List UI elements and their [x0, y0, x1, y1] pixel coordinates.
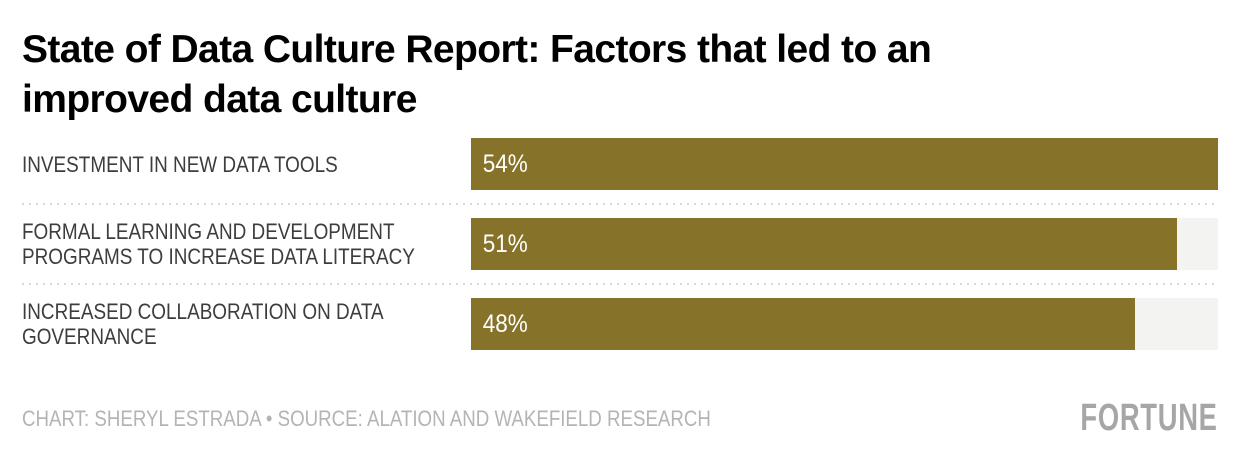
bar-fill: 54% — [471, 138, 1218, 190]
bar-chart: INVESTMENT IN NEW DATA TOOLS 54% FORMAL … — [22, 125, 1218, 363]
page-title: State of Data Culture Report: Factors th… — [22, 28, 932, 121]
chart-row: INCREASED COLLABORATION ON DATA GOVERNAN… — [22, 285, 1218, 363]
row-label: INCREASED COLLABORATION ON DATA GOVERNAN… — [22, 299, 384, 349]
bar-track: 51% — [471, 218, 1218, 270]
bar-track: 54% — [471, 138, 1218, 190]
row-divider — [22, 203, 1218, 205]
bar-fill: 48% — [471, 298, 1135, 350]
bar-value-label: 48% — [482, 309, 528, 338]
footer: CHART: SHERYL ESTRADA • SOURCE: ALATION … — [22, 397, 1218, 440]
row-label: INVESTMENT IN NEW DATA TOOLS — [22, 151, 338, 177]
chart-row: FORMAL LEARNING AND DEVELOPMENT PROGRAMS… — [22, 205, 1218, 283]
fortune-logo: FORTUNE — [1080, 397, 1218, 439]
row-divider — [22, 283, 1218, 285]
credit-line: CHART: SHERYL ESTRADA • SOURCE: ALATION … — [22, 405, 711, 431]
bar-value-label: 54% — [482, 149, 528, 178]
bar-track: 48% — [471, 298, 1218, 350]
bar-value-label: 51% — [482, 229, 528, 258]
chart-row: INVESTMENT IN NEW DATA TOOLS 54% — [22, 125, 1218, 203]
bar-fill: 51% — [471, 218, 1177, 270]
row-label: FORMAL LEARNING AND DEVELOPMENT PROGRAMS… — [22, 219, 415, 269]
